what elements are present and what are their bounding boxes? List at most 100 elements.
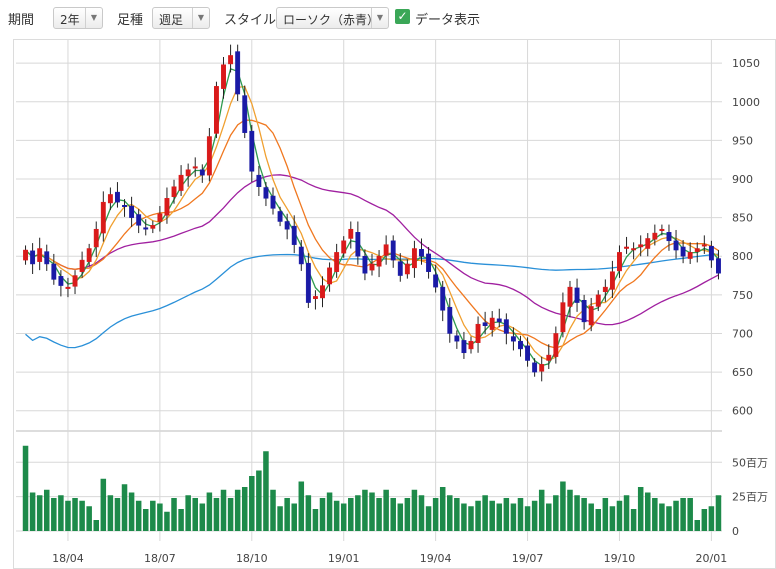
volume-bar <box>602 498 609 531</box>
volume-bar <box>128 492 135 531</box>
volume-bar <box>164 511 170 531</box>
volume-bar <box>121 484 128 531</box>
candle-down <box>708 245 714 261</box>
volume-bar <box>581 498 587 531</box>
price-tick-label: 850 <box>732 212 753 225</box>
volume-bar <box>673 500 679 531</box>
data-display-checkbox[interactable]: ✓ <box>395 9 410 24</box>
volume-bar <box>531 500 538 531</box>
volume-bar <box>263 451 269 531</box>
volume-bar <box>114 498 121 531</box>
price-tick-label: 650 <box>732 366 753 379</box>
volume-bar <box>298 481 305 531</box>
candle-down <box>305 262 311 303</box>
candle-down <box>122 205 127 208</box>
candle-down <box>419 249 424 257</box>
period-value: 2年 <box>60 13 80 27</box>
candle-up <box>560 302 566 333</box>
candle-up <box>93 228 99 248</box>
candle-down <box>291 225 297 245</box>
candle-up <box>539 364 545 372</box>
price-tick-label: 1000 <box>732 96 760 109</box>
volume-bar <box>326 492 333 531</box>
time-tick-label: 19/04 <box>420 552 452 565</box>
time-tick-label: 19/10 <box>604 552 636 565</box>
candle-up <box>659 228 665 232</box>
volume-bar <box>355 495 361 531</box>
volume-bar <box>574 495 580 531</box>
candle-up <box>65 286 71 289</box>
candle-down <box>397 261 403 276</box>
style-select[interactable]: ローソク（赤青） ▼ <box>276 7 389 29</box>
candle-up <box>348 228 354 239</box>
ma-line-52 <box>25 174 719 326</box>
candle-down <box>503 319 509 334</box>
style-value: ローソク（赤青） <box>283 13 380 27</box>
volume-tick-label: 0 <box>732 525 739 538</box>
volume-bar <box>538 489 545 531</box>
candle-up <box>694 248 700 252</box>
candle-down <box>30 250 36 265</box>
volume-bar <box>645 492 651 531</box>
price-tick-label: 700 <box>732 327 753 340</box>
volume-bar <box>369 492 375 531</box>
volume-bar <box>348 498 354 531</box>
triangle-down-icon: ▼ <box>85 8 102 28</box>
candle-up <box>638 244 644 248</box>
candle-up <box>376 255 382 267</box>
candle-down <box>58 276 64 286</box>
volume-bar <box>616 500 623 531</box>
candle-up <box>624 246 629 249</box>
volume-tick-label: 25百万 <box>732 491 768 504</box>
volume-bar <box>482 495 488 531</box>
volume-bar <box>546 503 552 531</box>
candle-up <box>178 174 184 191</box>
volume-bar <box>150 500 156 531</box>
candle-up <box>475 323 481 343</box>
candle-up <box>171 186 177 198</box>
bar-type-label: 足種 <box>117 13 144 28</box>
volume-bar <box>220 489 227 531</box>
period-label: 期間 <box>8 13 35 28</box>
candle-up <box>164 198 170 216</box>
candle-down <box>242 95 248 133</box>
volume-bar <box>588 503 594 531</box>
volume-bar <box>319 498 326 531</box>
chart-frame <box>13 39 776 569</box>
volume-bar <box>524 506 531 531</box>
candle-down <box>574 287 580 303</box>
volume-bar <box>517 498 524 531</box>
candle-down <box>256 174 262 187</box>
volume-bar <box>418 495 425 531</box>
data-display-label: データ表示 <box>415 13 481 28</box>
volume-bar <box>65 500 71 531</box>
candle-up <box>185 169 191 177</box>
volume-bar <box>234 489 241 531</box>
volume-bar <box>503 498 510 531</box>
bar-type-select[interactable]: 週足 ▼ <box>152 7 210 29</box>
volume-bar <box>376 498 382 531</box>
volume-bar <box>277 506 283 531</box>
time-axis: 18/04 18/07 18/10 19/01 19/04 19/07 19/10 20/01 <box>52 552 727 565</box>
volume-bar <box>340 503 347 531</box>
volume-bar <box>185 495 191 531</box>
candle-down <box>263 187 269 199</box>
volume-bar <box>291 503 297 531</box>
candle-up <box>206 136 212 176</box>
volume-bar <box>390 498 396 531</box>
candle-down <box>277 211 283 222</box>
period-select[interactable]: 2年 ▼ <box>53 7 103 29</box>
candle-up <box>221 64 226 89</box>
candle-up <box>553 333 559 357</box>
candle-down <box>673 240 679 251</box>
volume-bar <box>468 506 474 531</box>
volume-bar <box>362 489 368 531</box>
candle-down <box>390 240 396 261</box>
volume-bar <box>652 498 658 531</box>
volume-bar <box>694 520 701 531</box>
ma-line-mid <box>25 85 719 361</box>
volume-bar <box>100 478 107 531</box>
volume-bar <box>312 509 319 531</box>
volume-bar <box>496 503 503 531</box>
candle-up <box>86 248 92 262</box>
